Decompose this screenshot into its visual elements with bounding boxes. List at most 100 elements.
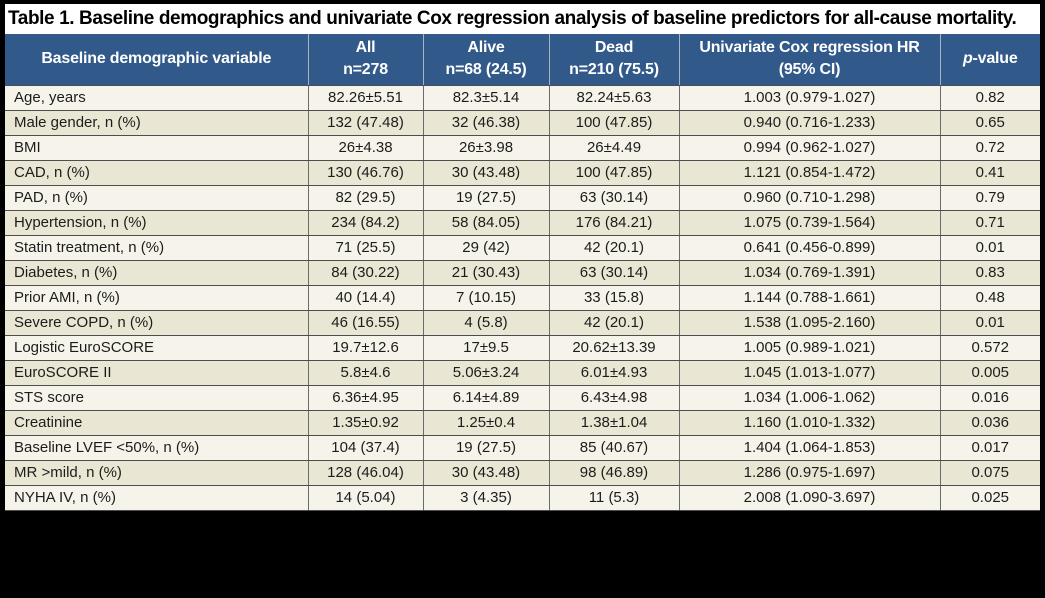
cell-all: 104 (37.4): [307, 434, 424, 461]
cell-variable: MR >mild, n (%): [5, 459, 309, 486]
cell-p: 0.01: [939, 234, 1040, 261]
table-row: PAD, n (%) 82 (29.5) 19 (27.5) 63 (30.14) 0.…: [5, 184, 1040, 211]
cell-variable: Hypertension, n (%): [5, 209, 309, 236]
cell-alive: 30 (43.48): [422, 159, 550, 186]
cell-p: 0.017: [939, 434, 1040, 461]
demographics-table-wrap: Baseline demographic variable All n=278 …: [5, 34, 1040, 511]
cell-hr: 0.940 (0.716-1.233): [678, 109, 941, 136]
cell-all: 6.36±4.95: [307, 384, 424, 411]
cell-variable: PAD, n (%): [5, 184, 309, 211]
cell-dead: 6.43±4.98: [548, 384, 680, 411]
cell-p: 0.016: [939, 384, 1040, 411]
cell-all: 130 (46.76): [307, 159, 424, 186]
cell-p: 0.72: [939, 134, 1040, 161]
header-pvalue: p-value: [939, 34, 1040, 86]
cell-variable: Severe COPD, n (%): [5, 309, 309, 336]
table-row: EuroSCORE II 5.8±4.6 5.06±3.24 6.01±4.93 1.0…: [5, 359, 1040, 386]
cell-variable: Age, years: [5, 84, 309, 111]
cell-variable: Prior AMI, n (%): [5, 284, 309, 311]
cell-alive: 19 (27.5): [422, 434, 550, 461]
table-body: Age, years 82.26±5.51 82.3±5.14 82.24±5.63 1…: [5, 84, 1040, 511]
cell-p: 0.71: [939, 209, 1040, 236]
table-row: Age, years 82.26±5.51 82.3±5.14 82.24±5.63 1…: [5, 84, 1040, 111]
cell-p: 0.036: [939, 409, 1040, 436]
table-row: Logistic EuroSCORE 19.7±12.6 17±9.5 20.62±1…: [5, 334, 1040, 361]
table-row: STS score 6.36±4.95 6.14±4.89 6.43±4.98 1.03…: [5, 384, 1040, 411]
cell-all: 234 (84.2): [307, 209, 424, 236]
cell-alive: 58 (84.05): [422, 209, 550, 236]
cell-variable: CAD, n (%): [5, 159, 309, 186]
cell-variable: Diabetes, n (%): [5, 259, 309, 286]
cell-dead: 63 (30.14): [548, 184, 680, 211]
cell-hr: 1.286 (0.975-1.697): [678, 459, 941, 486]
cell-dead: 42 (20.1): [548, 234, 680, 261]
cell-hr: 0.994 (0.962-1.027): [678, 134, 941, 161]
cell-hr: 0.960 (0.710-1.298): [678, 184, 941, 211]
cell-alive: 26±3.98: [422, 134, 550, 161]
cell-variable: BMI: [5, 134, 309, 161]
cell-all: 84 (30.22): [307, 259, 424, 286]
cell-hr: 1.404 (1.064-1.853): [678, 434, 941, 461]
cell-hr: 0.641 (0.456-0.899): [678, 234, 941, 261]
cell-variable: Baseline LVEF <50%, n (%): [5, 434, 309, 461]
cell-alive: 3 (4.35): [422, 484, 550, 511]
cell-dead: 63 (30.14): [548, 259, 680, 286]
table-title-band: Table 1. Baseline demographics and univa…: [5, 4, 1040, 34]
cell-all: 46 (16.55): [307, 309, 424, 336]
cell-p: 0.005: [939, 359, 1040, 386]
table-title: Table 1. Baseline demographics and univa…: [8, 8, 1017, 29]
cell-p: 0.025: [939, 484, 1040, 511]
cell-all: 19.7±12.6: [307, 334, 424, 361]
cell-dead: 20.62±13.39: [548, 334, 680, 361]
table-row: Male gender, n (%) 132 (47.48) 32 (46.38) 1…: [5, 109, 1040, 136]
cell-hr: 1.121 (0.854-1.472): [678, 159, 941, 186]
cell-p: 0.01: [939, 309, 1040, 336]
cell-all: 71 (25.5): [307, 234, 424, 261]
cell-dead: 1.38±1.04: [548, 409, 680, 436]
cell-all: 82 (29.5): [307, 184, 424, 211]
header-row: Baseline demographic variable All n=278 …: [5, 34, 1040, 86]
cell-alive: 6.14±4.89: [422, 384, 550, 411]
table-row: NYHA IV, n (%) 14 (5.04) 3 (4.35) 11 (5.3) 2…: [5, 484, 1040, 511]
cell-all: 14 (5.04): [307, 484, 424, 511]
cell-hr: 1.003 (0.979-1.027): [678, 84, 941, 111]
cell-all: 40 (14.4): [307, 284, 424, 311]
cell-p: 0.65: [939, 109, 1040, 136]
cell-alive: 7 (10.15): [422, 284, 550, 311]
cell-all: 26±4.38: [307, 134, 424, 161]
table-row: Baseline LVEF <50%, n (%) 104 (37.4) 19 (2…: [5, 434, 1040, 461]
cell-dead: 176 (84.21): [548, 209, 680, 236]
cell-hr: 1.034 (1.006-1.062): [678, 384, 941, 411]
cell-variable: Statin treatment, n (%): [5, 234, 309, 261]
header-variable: Baseline demographic variable: [5, 34, 308, 86]
cell-all: 82.26±5.51: [307, 84, 424, 111]
cell-p: 0.075: [939, 459, 1040, 486]
cell-all: 128 (46.04): [307, 459, 424, 486]
cell-hr: 1.144 (0.788-1.661): [678, 284, 941, 311]
table-row: Hypertension, n (%) 234 (84.2) 58 (84.05) 1…: [5, 209, 1040, 236]
cell-dead: 100 (47.85): [548, 159, 680, 186]
demographics-table: Baseline demographic variable All n=278 …: [5, 34, 1040, 511]
header-all: All n=278: [307, 34, 423, 86]
cell-all: 5.8±4.6: [307, 359, 424, 386]
header-hr: Univariate Cox regression HR (95% CI): [678, 34, 940, 86]
cell-alive: 21 (30.43): [422, 259, 550, 286]
cell-hr: 1.075 (0.739-1.564): [678, 209, 941, 236]
cell-alive: 17±9.5: [422, 334, 550, 361]
cell-hr: 1.034 (0.769-1.391): [678, 259, 941, 286]
cell-p: 0.572: [939, 334, 1040, 361]
cell-p: 0.79: [939, 184, 1040, 211]
cell-p: 0.41: [939, 159, 1040, 186]
cell-variable: Creatinine: [5, 409, 309, 436]
header-dead: Dead n=210 (75.5): [548, 34, 679, 86]
table-row: Statin treatment, n (%) 71 (25.5) 29 (42) 4…: [5, 234, 1040, 261]
cell-all: 1.35±0.92: [307, 409, 424, 436]
cell-variable: EuroSCORE II: [5, 359, 309, 386]
cell-dead: 26±4.49: [548, 134, 680, 161]
cell-alive: 5.06±3.24: [422, 359, 550, 386]
table-row: Diabetes, n (%) 84 (30.22) 21 (30.43) 63 (3…: [5, 259, 1040, 286]
cell-p: 0.83: [939, 259, 1040, 286]
cell-hr: 2.008 (1.090-3.697): [678, 484, 941, 511]
cell-p: 0.48: [939, 284, 1040, 311]
cell-variable: NYHA IV, n (%): [5, 484, 309, 511]
